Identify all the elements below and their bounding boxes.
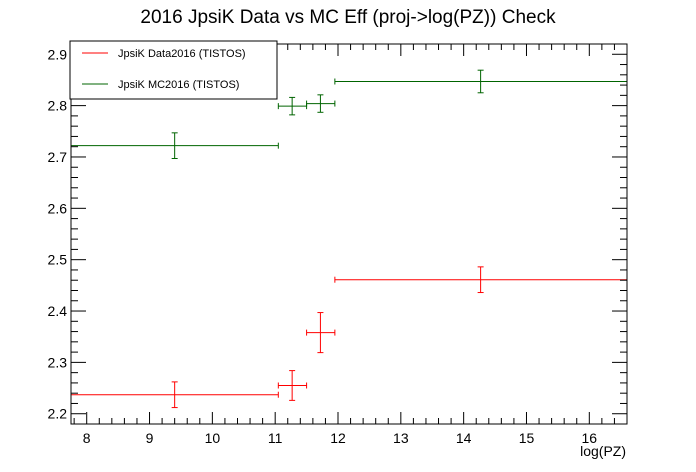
data-point [70,132,279,160]
x-tick-label: 15 [519,430,535,446]
series-mc [70,69,628,160]
data-point [306,94,336,113]
y-tick-label: 2.3 [48,354,68,370]
y-tick-label: 2.6 [48,200,68,216]
y-tick-label: 2.8 [48,98,68,114]
x-axis-title: log(PZ) [580,443,626,459]
y-tick-label: 2.7 [48,149,68,165]
legend-label-mc: JpsiK MC2016 (TISTOS) [118,79,239,91]
data-point [277,370,308,401]
data-point [277,96,308,116]
x-tick-label: 12 [330,430,346,446]
x-tick-label: 13 [393,430,409,446]
data-point [70,381,279,409]
legend-label-data: JpsiK Data2016 (TISTOS) [118,48,246,60]
x-tick-label: 11 [268,430,283,446]
axis-ticks: 8 9 10 11 12 13 14 15 16 2.2 2.3 2.4 2.5 2.6 2.7 2.8 2.9 [48,43,628,446]
x-tick-label: 10 [205,430,221,446]
y-tick-label: 2.4 [48,303,68,319]
chart-title: 2016 JpsiK Data vs MC Eff (proj->log(PZ)… [140,7,556,28]
x-tick-label: 16 [582,430,598,446]
plot-frame [70,43,628,425]
y-tick-label: 2.9 [48,46,68,62]
x-tick-label: 8 [83,430,91,446]
series-layer [70,69,628,409]
series-data [70,266,628,409]
legend: JpsiK Data2016 (TISTOS) JpsiK MC2016 (TI… [69,40,278,100]
y-tick-label: 2.5 [48,252,68,268]
y-tick-label: 2.2 [48,406,68,422]
x-tick-label: 14 [456,430,472,446]
x-tick-label: 9 [146,430,154,446]
data-point [306,312,336,354]
legend-box [69,40,278,100]
